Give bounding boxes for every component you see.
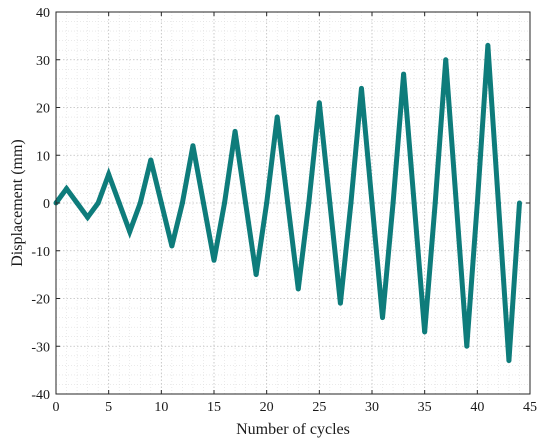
data-point [127,229,133,235]
data-point [179,200,185,206]
data-point [453,200,459,206]
x-tick-label: 25 [312,400,326,415]
data-point [506,358,512,364]
data-point [348,200,354,206]
x-tick-label: 30 [365,400,379,415]
y-axis-ticks: -40 -30 -20 -10 0 10 20 30 40 [31,6,530,403]
data-point [411,200,417,206]
y-tick-label: -10 [31,245,50,260]
y-tick-label: -40 [31,388,50,403]
data-point [274,114,280,120]
data-point [380,315,386,321]
data-point [316,100,322,106]
x-tick-label: 10 [154,400,168,415]
data-point [253,272,259,278]
data-point [200,200,206,206]
data-point [116,200,122,206]
data-point [85,214,91,220]
data-point [516,200,522,206]
data-point [358,85,364,91]
data-point [64,186,70,192]
data-point [401,71,407,77]
data-point [190,143,196,149]
data-point [148,157,154,163]
data-point [485,42,491,48]
data-point [432,200,438,206]
x-tick-label: 5 [105,400,112,415]
y-tick-label: 20 [36,102,50,117]
x-axis-ticks: 0 5 10 15 20 25 30 35 40 45 [53,12,537,415]
y-tick-label: 0 [43,197,50,212]
x-tick-label: 15 [207,400,221,415]
x-axis-title: Number of cycles [236,421,350,438]
data-point [106,171,112,177]
y-axis-title: Displacement (mm) [9,139,26,267]
data-point [95,200,101,206]
data-point [464,343,470,349]
data-point [285,200,291,206]
data-point [306,200,312,206]
y-tick-label: 40 [36,6,50,21]
data-point [137,200,143,206]
y-tick-label: 10 [36,149,50,164]
data-point [443,57,449,63]
data-point [369,200,375,206]
data-point [495,200,501,206]
data-point [243,200,249,206]
x-tick-label: 40 [470,400,484,415]
data-point [390,200,396,206]
data-point [264,200,270,206]
x-tick-label: 0 [53,400,60,415]
x-tick-label: 45 [523,400,537,415]
data-point [158,200,164,206]
data-point [422,329,428,335]
data-point [295,286,301,292]
data-point [169,243,175,249]
data-point [232,128,238,134]
plot-area [56,12,530,394]
data-point [74,200,80,206]
y-tick-label: 30 [36,54,50,69]
data-point [211,257,217,263]
data-point [474,200,480,206]
data-point [337,300,343,306]
data-points [53,42,522,364]
y-tick-label: -30 [31,340,50,355]
data-point [222,200,228,206]
data-point [327,200,333,206]
x-tick-label: 20 [260,400,274,415]
x-tick-label: 35 [418,400,432,415]
y-tick-label: -20 [31,293,50,308]
